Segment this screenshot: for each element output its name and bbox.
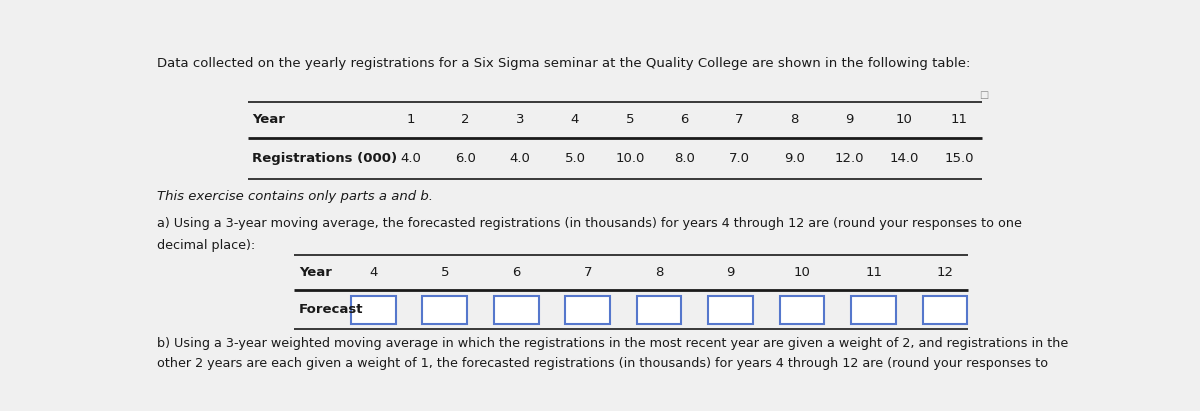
Text: Registrations (000): Registrations (000): [252, 152, 397, 165]
Bar: [422, 296, 467, 324]
Bar: [923, 296, 967, 324]
Text: 5: 5: [440, 266, 449, 279]
Text: 8.0: 8.0: [674, 152, 695, 165]
Bar: [350, 296, 396, 324]
Text: 1: 1: [406, 113, 415, 126]
Text: Data collected on the yearly registrations for a Six Sigma seminar at the Qualit: Data collected on the yearly registratio…: [157, 57, 971, 70]
Text: This exercise contains only parts a and b.: This exercise contains only parts a and …: [157, 190, 433, 203]
Text: 5.0: 5.0: [564, 152, 586, 165]
Text: 7.0: 7.0: [730, 152, 750, 165]
Text: 8: 8: [791, 113, 799, 126]
Text: decimal place):: decimal place):: [157, 239, 256, 252]
Text: 4.0: 4.0: [510, 152, 530, 165]
Text: 6: 6: [512, 266, 521, 279]
Text: a) Using a 3-year moving average, the forecasted registrations (in thousands) fo: a) Using a 3-year moving average, the fo…: [157, 217, 1022, 230]
Text: 5: 5: [625, 113, 634, 126]
Text: 9: 9: [726, 266, 734, 279]
Bar: [708, 296, 752, 324]
Text: 10: 10: [895, 113, 913, 126]
Text: 10.0: 10.0: [616, 152, 644, 165]
Text: 15.0: 15.0: [944, 152, 974, 165]
Text: 4.0: 4.0: [400, 152, 421, 165]
Text: 12.0: 12.0: [835, 152, 864, 165]
Text: 11: 11: [950, 113, 967, 126]
Text: 14.0: 14.0: [889, 152, 919, 165]
Text: Forecast: Forecast: [299, 303, 364, 316]
Text: b) Using a 3-year weighted moving average in which the registrations in the most: b) Using a 3-year weighted moving averag…: [157, 337, 1069, 350]
Bar: [780, 296, 824, 324]
Text: other 2 years are each given a weight of 1, the forecasted registrations (in tho: other 2 years are each given a weight of…: [157, 357, 1049, 370]
Text: Year: Year: [252, 113, 286, 126]
Bar: [494, 296, 539, 324]
Text: 6: 6: [680, 113, 689, 126]
Bar: [851, 296, 896, 324]
Text: 2: 2: [461, 113, 469, 126]
Text: 10: 10: [793, 266, 811, 279]
Text: 7: 7: [736, 113, 744, 126]
Text: 3: 3: [516, 113, 524, 126]
Text: 11: 11: [865, 266, 882, 279]
Text: 8: 8: [655, 266, 664, 279]
Text: 4: 4: [571, 113, 580, 126]
Text: 12: 12: [937, 266, 954, 279]
Bar: [637, 296, 682, 324]
Text: 9: 9: [845, 113, 853, 126]
Text: 4: 4: [370, 266, 377, 279]
Text: 9.0: 9.0: [784, 152, 805, 165]
Text: Year: Year: [299, 266, 331, 279]
Text: □: □: [979, 90, 989, 100]
Text: 7: 7: [583, 266, 592, 279]
Bar: [565, 296, 610, 324]
Text: 6.0: 6.0: [455, 152, 475, 165]
